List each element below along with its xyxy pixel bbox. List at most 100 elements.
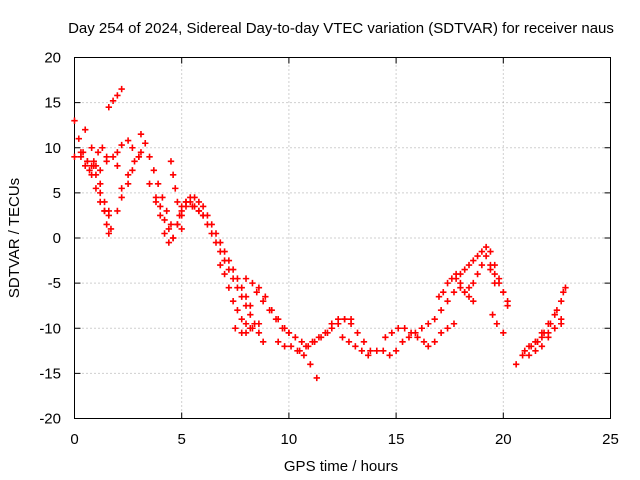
data-point bbox=[545, 334, 552, 341]
data-point bbox=[474, 270, 481, 278]
series-t6 bbox=[105, 85, 125, 111]
data-point bbox=[328, 320, 335, 327]
data-point bbox=[382, 334, 389, 341]
data-point bbox=[255, 329, 263, 336]
series-t7 bbox=[107, 153, 143, 233]
data-point bbox=[221, 257, 228, 264]
data-point bbox=[167, 221, 175, 228]
data-point bbox=[388, 329, 396, 336]
data-point bbox=[88, 171, 95, 179]
data-point bbox=[425, 320, 432, 327]
data-point bbox=[307, 361, 314, 368]
data-point bbox=[386, 352, 393, 359]
data-point bbox=[482, 252, 490, 260]
data-point bbox=[159, 194, 166, 201]
data-point bbox=[538, 343, 546, 350]
data-point bbox=[131, 158, 138, 165]
data-point bbox=[94, 149, 102, 156]
data-point bbox=[109, 153, 117, 160]
data-point bbox=[157, 212, 164, 219]
data-point bbox=[146, 153, 153, 160]
data-point bbox=[109, 97, 117, 105]
data-point bbox=[431, 338, 438, 345]
data-point bbox=[259, 338, 267, 345]
data-point bbox=[495, 279, 503, 287]
data-point bbox=[182, 198, 190, 206]
x-tick-label: 25 bbox=[602, 431, 619, 448]
data-point bbox=[255, 320, 263, 327]
data-point bbox=[199, 212, 207, 219]
series-t23 bbox=[339, 334, 372, 359]
data-point bbox=[322, 329, 329, 336]
data-point bbox=[521, 347, 528, 355]
data-point bbox=[165, 225, 173, 233]
data-point bbox=[465, 261, 473, 269]
data-point bbox=[174, 198, 181, 206]
data-point bbox=[242, 329, 250, 336]
data-point bbox=[347, 320, 355, 327]
data-point bbox=[137, 149, 145, 156]
y-tick-label: -20 bbox=[39, 411, 61, 428]
data-point bbox=[118, 185, 125, 192]
series-t14 bbox=[178, 194, 254, 309]
data-point bbox=[512, 361, 520, 368]
data-point bbox=[457, 270, 464, 278]
data-point bbox=[142, 140, 149, 147]
data-point bbox=[124, 171, 132, 179]
data-point bbox=[418, 325, 426, 332]
data-point bbox=[247, 311, 254, 318]
data-point bbox=[414, 334, 421, 341]
data-point bbox=[234, 284, 241, 291]
series-t15 bbox=[189, 203, 267, 345]
data-point bbox=[199, 203, 207, 210]
data-points bbox=[71, 85, 569, 382]
x-tick-label: 10 bbox=[281, 431, 298, 448]
data-point bbox=[249, 279, 256, 287]
data-point bbox=[407, 329, 415, 336]
data-point bbox=[527, 343, 535, 350]
data-point bbox=[118, 194, 125, 201]
data-point bbox=[208, 230, 215, 237]
data-point bbox=[90, 158, 97, 165]
data-point bbox=[161, 230, 168, 237]
y-tick-label: -15 bbox=[39, 365, 61, 382]
y-tick-label: -10 bbox=[39, 320, 61, 337]
data-point bbox=[99, 144, 106, 151]
y-tick-label: 0 bbox=[53, 230, 61, 247]
y-tick-labels: 20 15 10 5 0 -5 -10 -15 -20 bbox=[39, 50, 61, 428]
axis-ticks bbox=[74, 57, 611, 419]
data-point bbox=[392, 347, 400, 355]
data-point bbox=[470, 279, 477, 287]
data-point bbox=[195, 198, 203, 206]
data-point bbox=[437, 329, 445, 336]
data-point bbox=[461, 288, 468, 296]
data-point bbox=[465, 293, 473, 300]
x-tick-labels: 0 5 10 15 20 25 bbox=[70, 431, 619, 448]
data-point bbox=[114, 207, 121, 215]
data-point bbox=[298, 338, 305, 345]
data-point bbox=[457, 279, 464, 287]
data-point bbox=[129, 144, 136, 151]
data-point bbox=[274, 338, 282, 345]
data-point bbox=[114, 92, 121, 99]
data-point bbox=[242, 320, 250, 327]
series-t9 bbox=[118, 149, 145, 192]
series-t27 bbox=[452, 243, 511, 309]
data-point bbox=[146, 180, 153, 188]
data-point bbox=[538, 329, 546, 336]
data-point bbox=[174, 221, 181, 228]
data-point bbox=[557, 316, 565, 323]
data-point bbox=[300, 352, 308, 359]
data-point bbox=[124, 137, 132, 144]
data-point bbox=[553, 307, 561, 314]
data-point bbox=[557, 297, 565, 305]
data-point bbox=[345, 338, 353, 345]
data-point bbox=[178, 203, 185, 210]
data-point bbox=[167, 158, 175, 165]
data-point bbox=[189, 203, 196, 210]
x-tick-label: 0 bbox=[70, 431, 78, 448]
data-point bbox=[238, 316, 245, 323]
data-point bbox=[163, 207, 170, 215]
data-point bbox=[358, 347, 365, 355]
data-point bbox=[88, 144, 95, 151]
